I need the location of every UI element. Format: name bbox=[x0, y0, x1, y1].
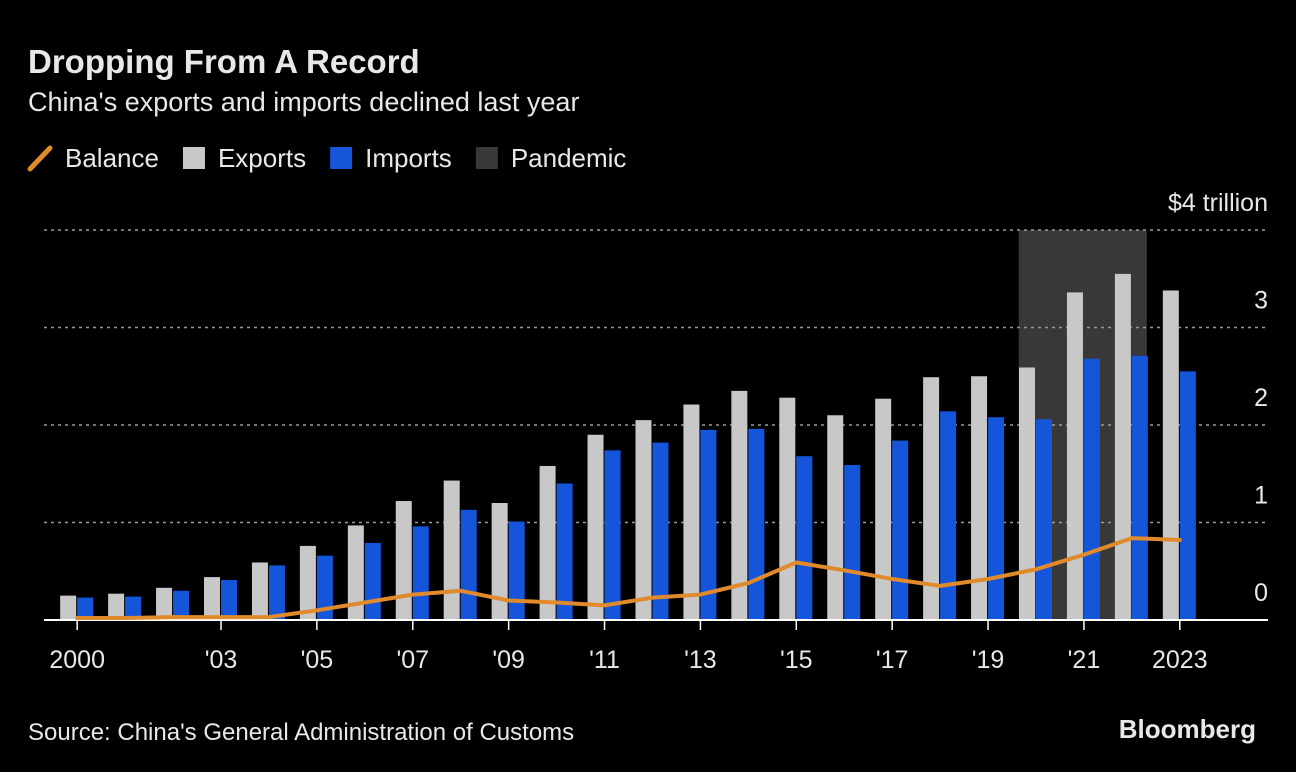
legend-label: Pandemic bbox=[511, 143, 627, 173]
bar bbox=[940, 411, 957, 620]
bar bbox=[652, 442, 669, 620]
line bbox=[75, 536, 1182, 620]
bar bbox=[683, 404, 700, 620]
x-tick-label: '03 bbox=[205, 646, 238, 674]
bar bbox=[700, 429, 717, 620]
bar bbox=[156, 587, 173, 620]
bar bbox=[1162, 290, 1179, 620]
bar bbox=[875, 398, 892, 620]
credit: Bloomberg bbox=[1119, 714, 1256, 744]
x-tick-label: '21 bbox=[1068, 646, 1101, 674]
x-tick-label: '07 bbox=[396, 646, 429, 674]
bar bbox=[173, 590, 190, 620]
bar bbox=[1066, 292, 1083, 620]
legend-swatch bbox=[182, 147, 205, 169]
bar bbox=[443, 480, 460, 620]
bar bbox=[923, 377, 940, 620]
bar bbox=[827, 415, 844, 620]
bar bbox=[508, 521, 525, 620]
bar bbox=[1083, 358, 1100, 620]
bar bbox=[988, 417, 1005, 620]
bar bbox=[268, 565, 285, 620]
bar bbox=[204, 577, 220, 620]
legend-label: Imports bbox=[365, 143, 452, 173]
y-tick-label: 1 bbox=[1254, 482, 1268, 510]
bar bbox=[395, 501, 412, 620]
plot: 0 1 2 3 $4 trillion 2000 '03 '05 '07 '09 '11 '13 '15… bbox=[44, 189, 1268, 674]
bar bbox=[1036, 419, 1052, 620]
bar bbox=[1019, 367, 1035, 620]
x-tick-label: '09 bbox=[492, 646, 525, 674]
legend-swatch bbox=[475, 147, 498, 169]
x-tick-label: 2000 bbox=[49, 646, 105, 674]
bar bbox=[635, 420, 652, 620]
bar bbox=[748, 428, 765, 620]
bar bbox=[539, 465, 556, 620]
bar bbox=[844, 464, 861, 620]
bar bbox=[364, 542, 381, 620]
bar bbox=[347, 525, 364, 620]
y-tick-label: $4 trillion bbox=[1168, 189, 1268, 217]
bar bbox=[779, 397, 796, 620]
y-tick-label: 0 bbox=[1254, 579, 1268, 607]
bar bbox=[108, 593, 125, 620]
bar bbox=[77, 597, 94, 620]
x-tick-label: '17 bbox=[876, 646, 909, 674]
legend-swatch bbox=[330, 147, 353, 169]
bar bbox=[221, 580, 237, 620]
bar bbox=[460, 509, 477, 620]
bar bbox=[125, 596, 142, 620]
x-tick-label: 2023 bbox=[1152, 646, 1208, 674]
bar bbox=[604, 450, 621, 620]
chart-subtitle: China's exports and imports declined las… bbox=[28, 87, 579, 117]
x-tick-label: '15 bbox=[780, 646, 813, 674]
bar bbox=[316, 555, 333, 620]
x-tick-label: '05 bbox=[301, 646, 334, 674]
legend-swatch bbox=[27, 145, 53, 172]
chart-title: Dropping From A Record bbox=[28, 43, 420, 80]
source: Source: China's General Administration o… bbox=[28, 719, 574, 746]
y-tick-label: 3 bbox=[1254, 287, 1268, 315]
bar bbox=[731, 390, 748, 620]
legend-label: Balance bbox=[65, 143, 159, 173]
bar bbox=[1131, 355, 1148, 620]
legend: Balance Exports Imports Pandemic bbox=[27, 143, 627, 173]
bar bbox=[796, 456, 813, 620]
bar bbox=[1179, 371, 1196, 620]
bar bbox=[299, 545, 316, 620]
bar bbox=[971, 376, 988, 620]
y-tick-label: 2 bbox=[1254, 384, 1268, 412]
bar bbox=[587, 434, 604, 620]
bar bbox=[1114, 273, 1131, 620]
x-tick-label: '19 bbox=[972, 646, 1005, 674]
x-tick-label: '11 bbox=[589, 646, 620, 674]
bar bbox=[892, 440, 909, 620]
bar bbox=[412, 526, 429, 620]
bar bbox=[251, 562, 268, 620]
legend-label: Exports bbox=[218, 143, 306, 173]
x-tick-label: '13 bbox=[684, 646, 717, 674]
bar bbox=[491, 503, 508, 620]
bar bbox=[60, 595, 77, 620]
bar bbox=[556, 483, 573, 620]
